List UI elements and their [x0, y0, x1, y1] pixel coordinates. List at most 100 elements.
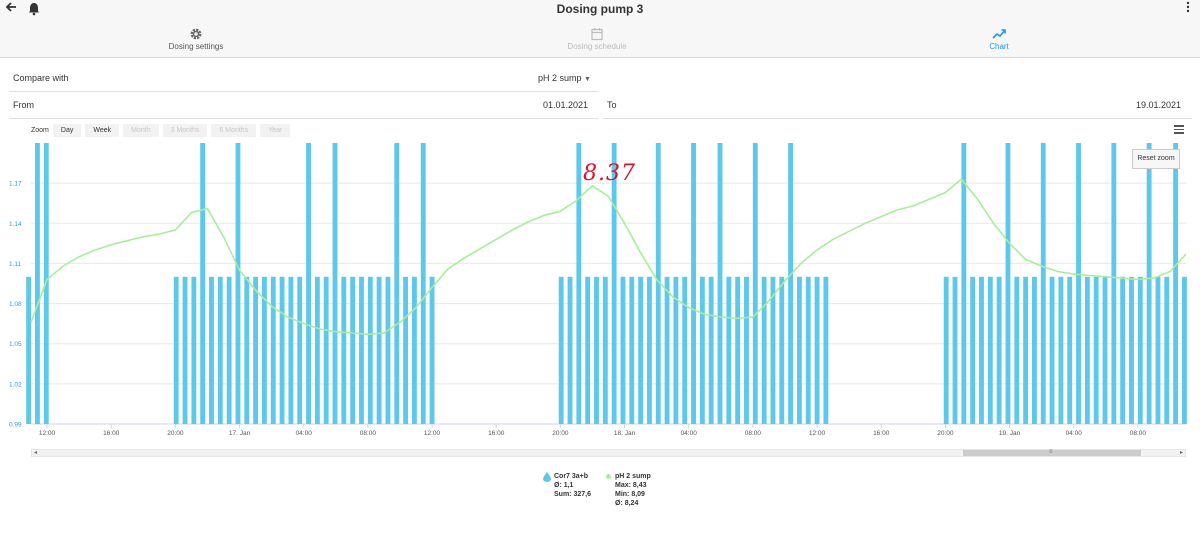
dosing-bar: [611, 143, 617, 424]
x-tick-label: 08:00: [1130, 430, 1147, 437]
more-menu-button[interactable]: [1186, 1, 1190, 16]
x-tick-label: 04:00: [1066, 430, 1083, 437]
y-tick-label: 1.05: [9, 341, 22, 348]
page-title: Dosing pump 3: [556, 2, 644, 16]
dosing-bar: [638, 276, 644, 424]
dosing-bar: [226, 276, 232, 424]
y-tick-label: 1.08: [9, 301, 22, 308]
x-tick-label: 16:00: [103, 430, 120, 437]
dosing-bar: [182, 276, 188, 424]
dosing-bar: [200, 143, 206, 424]
dosing-bar: [1032, 276, 1037, 424]
dosing-bar: [1076, 143, 1081, 424]
trending-up-icon: [992, 29, 1006, 39]
y-tick-label: 1.17: [9, 181, 22, 188]
dosing-bar: [1111, 143, 1117, 424]
scroll-left-icon[interactable]: ◂: [34, 450, 38, 456]
to-date-input[interactable]: 19.01.2021: [1136, 100, 1182, 110]
dosing-bar: [647, 276, 652, 424]
dosing-bar: [394, 143, 400, 424]
x-tick-label: 08:00: [360, 430, 377, 437]
tab-label: Dosing settings: [168, 42, 224, 51]
zoom-week-button[interactable]: Week: [85, 124, 120, 137]
dosing-bar: [691, 143, 696, 424]
dosing-bar: [244, 276, 250, 424]
chart-scrollbar[interactable]: ◂ ≡ ▸: [31, 449, 1186, 457]
dosing-bar: [805, 276, 811, 424]
x-tick-label: 17. Jan: [229, 430, 251, 437]
tab-dosing-schedule[interactable]: Dosing schedule: [497, 26, 697, 51]
dosing-bar: [332, 143, 338, 424]
droplet-icon: [543, 472, 551, 482]
legend-item-dosing[interactable]: Cor7 3a+b Ø: 1,1 Sum: 327,6: [543, 472, 591, 499]
x-tick-label: 16:00: [488, 430, 505, 437]
dosing-bar: [314, 276, 320, 424]
dosing-bar: [429, 276, 435, 424]
arrow-left-icon: [5, 2, 16, 12]
dosing-bar: [814, 276, 820, 424]
dosing-bar: [602, 276, 608, 424]
bell-icon: [29, 3, 39, 16]
compare-select[interactable]: pH 2 sump ▼: [538, 73, 591, 83]
hamburger-icon: [1174, 125, 1184, 127]
scroll-right-icon[interactable]: ▸: [1179, 450, 1183, 456]
dosing-bar: [717, 143, 723, 424]
dosing-bar: [1120, 276, 1126, 424]
ph-series-line: [30, 177, 1187, 336]
tab-label: Chart: [989, 42, 1009, 51]
dosing-bar: [699, 276, 705, 424]
gear-icon: [190, 28, 202, 40]
dosing-bar: [1102, 276, 1108, 424]
dosing-bar: [744, 276, 749, 424]
divider: [603, 118, 1192, 119]
dosing-bar: [576, 143, 582, 424]
scrollbar-thumb[interactable]: ≡: [963, 449, 1141, 456]
dosing-bar: [26, 276, 32, 424]
dosing-bar: [567, 276, 573, 424]
dosing-bar: [664, 276, 670, 424]
circle-marker-icon: [606, 474, 611, 479]
dosing-bar: [376, 276, 382, 424]
dosing-bar: [979, 276, 984, 424]
zoom-month-button: Month: [123, 124, 159, 137]
legend-name: pH 2 sump: [615, 473, 651, 480]
dosing-bar: [961, 143, 967, 424]
dosing-bar: [253, 276, 259, 424]
divider: [9, 118, 598, 119]
from-date-input[interactable]: 01.01.2021: [543, 100, 589, 110]
dosing-bar: [1137, 276, 1143, 424]
zoom-6-months-button: 6 Months: [211, 124, 257, 137]
dosing-bar: [1129, 276, 1134, 424]
dosing-bar: [796, 276, 802, 424]
dosing-bar: [996, 276, 1002, 424]
divider: [9, 91, 598, 92]
x-tick-label: 04:00: [681, 430, 698, 437]
x-tick-label: 08:00: [745, 430, 762, 437]
dosing-bar: [191, 276, 197, 424]
legend-item-ph[interactable]: pH 2 sump Max: 8,43 Min: 8,09 Ø: 8,24: [606, 472, 651, 508]
back-button[interactable]: [4, 0, 18, 18]
dosing-bar: [209, 276, 214, 424]
x-tick-label: 19. Jan: [999, 430, 1021, 437]
dosing-bar: [1014, 276, 1020, 424]
tab-chart[interactable]: Chart: [899, 26, 1099, 51]
tab-label: Dosing schedule: [567, 42, 627, 51]
dosing-bar: [262, 276, 267, 424]
reset-zoom-button[interactable]: Reset zoom: [1132, 149, 1180, 169]
dosing-bar: [1067, 276, 1073, 424]
tab-dosing-settings[interactable]: Dosing settings: [96, 26, 296, 51]
legend-max: Max: 8,43: [615, 482, 647, 489]
legend-average: Ø: 8,24: [615, 500, 639, 507]
x-tick-label: 12:00: [424, 430, 441, 437]
notifications-button[interactable]: [28, 2, 40, 21]
dosing-bar: [682, 276, 688, 424]
dosing-bar: [970, 276, 976, 424]
x-tick-label: 04:00: [296, 430, 313, 437]
zoom-day-button[interactable]: Day: [52, 124, 82, 137]
dosing-bar: [420, 143, 426, 424]
dosing-bar: [952, 276, 958, 424]
x-tick-label: 20:00: [552, 430, 569, 437]
chart-menu-button[interactable]: [1174, 125, 1184, 136]
to-label: To: [607, 100, 617, 110]
compare-label: Compare with: [13, 73, 69, 83]
